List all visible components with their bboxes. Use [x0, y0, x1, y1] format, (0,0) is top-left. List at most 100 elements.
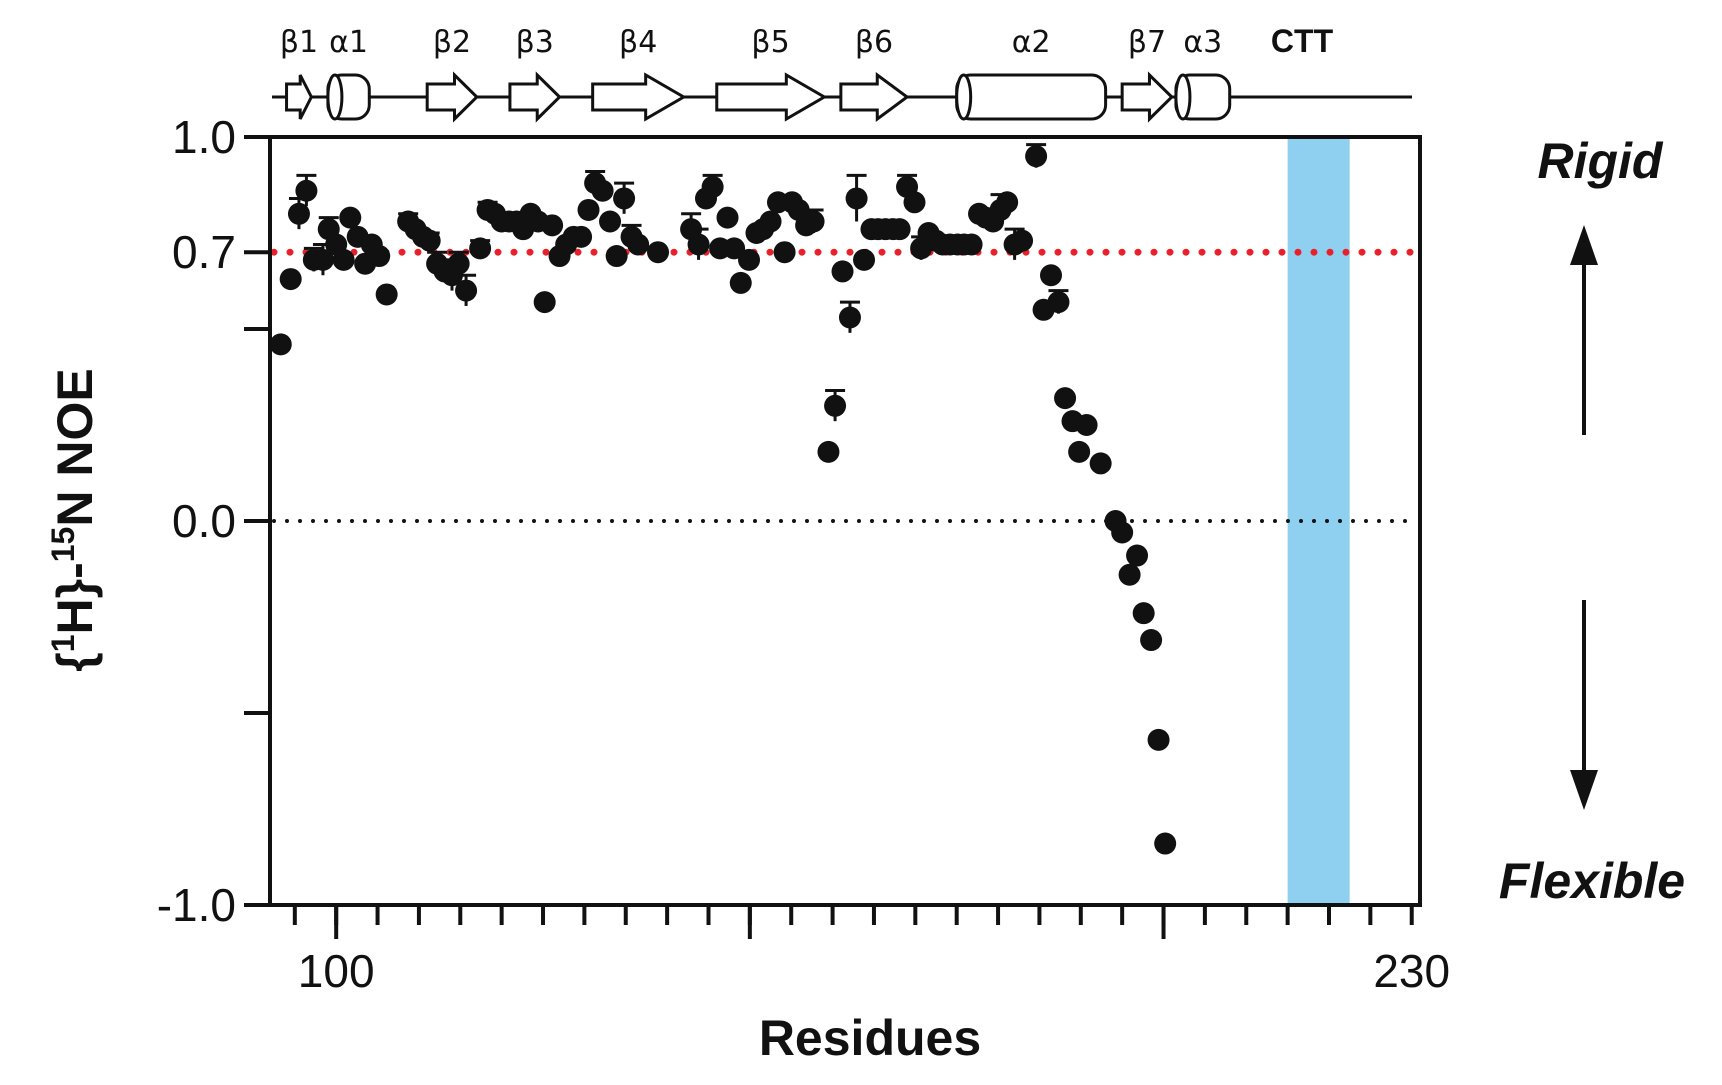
data-point: [269, 333, 292, 356]
data-point: [853, 248, 876, 271]
data-point: [627, 233, 650, 256]
y-tick-label: 0.0: [172, 495, 236, 547]
data-point: [817, 440, 840, 463]
data-point: [599, 210, 622, 233]
data-point: [295, 179, 318, 202]
y-axis-title: {1H}-15N NOE: [45, 368, 103, 671]
y-axis-title-superscript: 15: [45, 527, 81, 563]
secondary-structure-label: α1: [329, 25, 368, 60]
strand-arrow: [285, 74, 314, 120]
secondary-structure-label: β4: [619, 25, 657, 60]
data-point: [1054, 387, 1077, 410]
data-point: [1126, 544, 1149, 567]
data-point: [1147, 728, 1170, 751]
data-point: [577, 198, 600, 221]
strand-arrow: [425, 71, 479, 123]
data-point: [824, 394, 847, 417]
data-point: [287, 202, 310, 225]
flexible-label: Flexible: [1499, 853, 1685, 909]
flexible-arrow: [1570, 600, 1598, 810]
data-point: [375, 283, 398, 306]
data-point: [729, 271, 752, 294]
tick-labels: 1.0 0.7 0.0 -1.0 100 230: [157, 111, 1450, 997]
data-point: [773, 241, 796, 264]
secondary-structure-label: β7: [1128, 25, 1166, 60]
data-point: [1047, 291, 1070, 314]
y-axis-title-part: H}-: [47, 562, 103, 634]
data-point: [845, 187, 868, 210]
helix-cylinder-end: [1174, 73, 1192, 121]
data-point: [339, 206, 362, 229]
data-point: [1140, 629, 1163, 652]
y-axis-title-part: N NOE: [47, 368, 103, 526]
data-point: [1011, 229, 1034, 252]
data-point: [888, 218, 911, 241]
strand-arrow: [1120, 71, 1174, 123]
data-point: [447, 252, 470, 275]
strand-arrow: [591, 72, 687, 122]
data-point: [469, 237, 492, 260]
y-tick-label: 0.7: [172, 226, 236, 278]
secondary-structure-label: α3: [1183, 25, 1222, 60]
plot-axes: [244, 135, 1422, 939]
data-point: [738, 248, 761, 271]
data-point: [605, 245, 628, 268]
rigid-arrow: [1570, 225, 1598, 435]
helix-cylinder-end: [326, 73, 344, 121]
data-point: [311, 248, 334, 271]
data-point: [533, 291, 556, 314]
rigid-label: Rigid: [1538, 133, 1664, 189]
strand-arrow: [508, 71, 562, 123]
data-point: [1040, 264, 1063, 287]
data-points: [269, 143, 1177, 855]
data-point: [455, 279, 478, 302]
data-point: [647, 241, 670, 264]
data-point: [368, 245, 391, 268]
data-point: [332, 248, 355, 271]
y-tick-label: -1.0: [157, 879, 236, 931]
data-point: [903, 191, 926, 214]
data-point: [723, 237, 746, 260]
data-point: [591, 179, 614, 202]
secondary-structure-label: β2: [433, 25, 471, 60]
data-point: [802, 210, 825, 233]
secondary-structure-label: β3: [516, 25, 554, 60]
strand-arrow: [715, 72, 828, 122]
data-point: [418, 229, 441, 252]
data-point: [759, 210, 782, 233]
data-point: [1068, 440, 1091, 463]
data-point: [1118, 563, 1141, 586]
x-axis-title: Residues: [759, 1010, 981, 1066]
secondary-structure-label: β5: [751, 25, 789, 60]
y-axis-title-part: {: [47, 652, 103, 671]
data-point: [701, 175, 724, 198]
y-tick-label: 1.0: [172, 111, 236, 163]
data-point: [1154, 832, 1177, 855]
data-point: [1111, 521, 1134, 544]
y-axis-title-superscript: 1: [45, 634, 81, 652]
secondary-structure-track: β1 α1 β2 β3 β4 β5 β6 α2 β7 α3 CTT: [272, 23, 1412, 123]
data-point: [1132, 602, 1155, 625]
data-point: [831, 260, 854, 283]
reference-lines: [270, 248, 1420, 523]
data-point: [613, 187, 636, 210]
data-point: [1075, 414, 1098, 436]
x-tick-label: 100: [298, 945, 375, 997]
helix-cylinder: [955, 73, 1108, 121]
data-point: [838, 306, 861, 329]
x-tick-label: 230: [1373, 945, 1450, 997]
strand-arrow: [839, 72, 910, 122]
secondary-structure-label: α2: [1012, 25, 1051, 60]
data-point: [541, 214, 564, 237]
data-point: [996, 191, 1019, 214]
data-point: [1089, 452, 1112, 475]
secondary-structure-label: β6: [855, 25, 893, 60]
data-point: [716, 206, 739, 229]
data-point: [687, 233, 710, 256]
data-point: [960, 233, 983, 256]
data-point: [1025, 145, 1048, 168]
data-point: [279, 268, 302, 291]
secondary-structure-label: CTT: [1271, 23, 1334, 59]
data-point: [570, 225, 593, 248]
